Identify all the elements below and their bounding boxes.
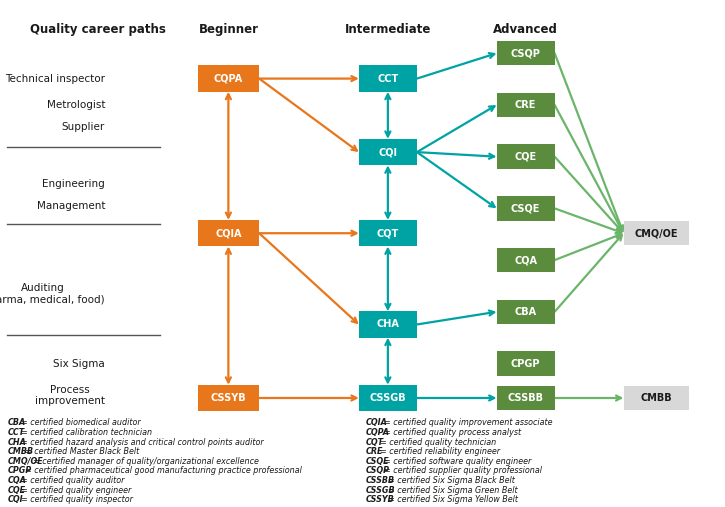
Text: CSQP: CSQP [366,466,390,476]
FancyBboxPatch shape [497,93,555,117]
Text: = certified Six Sigma Black Belt: = certified Six Sigma Black Belt [387,476,515,485]
Text: CQI: CQI [7,495,23,504]
FancyBboxPatch shape [497,386,555,410]
FancyBboxPatch shape [497,196,555,221]
Text: CSQP: CSQP [510,48,541,58]
Text: = certified quality process analyst: = certified quality process analyst [384,428,521,437]
Text: Metrologist: Metrologist [46,100,105,110]
Text: CSQE: CSQE [366,457,390,466]
Text: Auditing
(Pharma, medical, food): Auditing (Pharma, medical, food) [0,283,105,305]
Text: = certified quality improvement associate: = certified quality improvement associat… [384,418,552,427]
FancyBboxPatch shape [624,221,689,245]
Text: = certified manager of quality/organizational excellence: = certified manager of quality/organizat… [33,457,259,466]
Text: = certified hazard analysis and critical control points auditor: = certified hazard analysis and critical… [21,438,263,447]
Text: CMQ/OE: CMQ/OE [634,228,678,238]
FancyBboxPatch shape [624,386,689,410]
FancyBboxPatch shape [197,65,260,92]
Text: CRE: CRE [366,447,384,456]
Text: CQI: CQI [378,147,397,157]
Text: = certified biomedical auditor: = certified biomedical auditor [21,418,140,427]
Text: Beginner: Beginner [199,23,258,36]
FancyBboxPatch shape [359,220,417,246]
FancyBboxPatch shape [497,41,555,65]
Text: = certified quality engineer: = certified quality engineer [21,486,131,495]
Text: CQA: CQA [514,255,537,265]
Text: = certified quality auditor: = certified quality auditor [21,476,124,485]
Text: = certified quality technician: = certified quality technician [380,438,496,447]
Text: CQPA: CQPA [214,74,243,84]
Text: Technical inspector: Technical inspector [5,74,105,84]
Text: = certified reliability engineer: = certified reliability engineer [380,447,500,456]
Text: = certified pharmaceutical good manufacturing practice professional: = certified pharmaceutical good manufact… [25,466,302,476]
Text: = certified calibration technician: = certified calibration technician [21,428,152,437]
FancyBboxPatch shape [497,248,555,272]
Text: Six Sigma: Six Sigma [54,358,105,369]
FancyBboxPatch shape [359,139,417,165]
Text: CHA: CHA [376,319,399,330]
Text: CSSBB: CSSBB [507,393,544,403]
Text: CMQ/OE: CMQ/OE [7,457,43,466]
Text: CQE: CQE [515,152,536,162]
Text: = certified supplier quality professional: = certified supplier quality professiona… [384,466,542,476]
Text: = certified quality inspector: = certified quality inspector [21,495,133,504]
Text: = certified Master Black Belt: = certified Master Black Belt [25,447,139,456]
Text: Process
improvement: Process improvement [35,385,105,406]
Text: = certified Six Sigma Green Belt: = certified Six Sigma Green Belt [387,486,517,495]
Text: CPGP: CPGP [511,358,540,369]
FancyBboxPatch shape [359,65,417,92]
Text: CQT: CQT [366,438,384,447]
Text: CBA: CBA [7,418,25,427]
Text: CMBB: CMBB [7,447,33,456]
Text: Management: Management [37,201,105,211]
FancyBboxPatch shape [197,385,260,411]
Text: CCT: CCT [377,74,399,84]
Text: CQE: CQE [7,486,25,495]
Text: CBA: CBA [515,307,536,317]
Text: = certified Six Sigma Yellow Belt: = certified Six Sigma Yellow Belt [387,495,518,504]
Text: CPGP: CPGP [7,466,31,476]
Text: CSSBB: CSSBB [366,476,395,485]
Text: CQT: CQT [377,228,399,238]
Text: CMBB: CMBB [640,393,672,403]
Text: CQPA: CQPA [366,428,390,437]
Text: Engineering: Engineering [42,178,105,189]
Text: CSSGB: CSSGB [370,393,406,403]
Text: CSSGB: CSSGB [366,486,396,495]
FancyBboxPatch shape [359,385,417,411]
Text: CHA: CHA [7,438,26,447]
Text: CQA: CQA [7,476,26,485]
Text: CSQE: CSQE [511,203,540,213]
FancyBboxPatch shape [497,144,555,169]
Text: = certified software quality engineer: = certified software quality engineer [384,457,531,466]
FancyBboxPatch shape [497,351,555,376]
Text: Quality career paths: Quality career paths [30,23,166,36]
Text: CRE: CRE [515,100,536,110]
Text: CSSYB: CSSYB [366,495,395,504]
Text: CQIA: CQIA [215,228,241,238]
FancyBboxPatch shape [359,311,417,338]
Text: Supplier: Supplier [62,122,105,132]
Text: Intermediate: Intermediate [344,23,431,36]
Text: CQIA: CQIA [366,418,388,427]
Text: CCT: CCT [7,428,25,437]
FancyBboxPatch shape [197,220,260,246]
Text: Advanced: Advanced [493,23,558,36]
Text: CSSYB: CSSYB [210,393,246,403]
FancyBboxPatch shape [497,300,555,324]
